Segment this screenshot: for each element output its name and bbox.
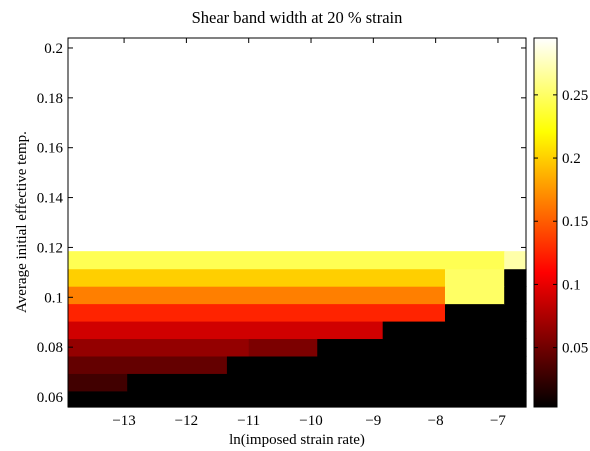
heatmap-cell-r3-s2	[317, 338, 527, 357]
y-tick-label: 0.1	[44, 290, 63, 306]
heatmap-cell-r5-s1	[444, 303, 527, 322]
x-axis-label: ln(imposed strain rate)	[229, 432, 365, 448]
colorbar-tick-label: 0.1	[562, 277, 581, 293]
x-tick-label: −12	[175, 413, 198, 429]
heatmap-cell-r4-s1	[382, 320, 527, 340]
heatmap-cell-r3-s1	[248, 338, 318, 357]
heatmap-cell-r7-s0	[68, 268, 446, 287]
y-tick-label: 0.2	[44, 41, 63, 57]
y-tick-label: 0.12	[37, 240, 63, 256]
x-tick-label: −11	[237, 413, 260, 429]
y-tick-label: 0.14	[37, 191, 64, 207]
x-tick-label: −9	[365, 413, 381, 429]
colorbar-axis: 0.05 0.1 0.15 0.2 0.25	[534, 88, 588, 357]
y-tick-label: 0.18	[37, 91, 63, 107]
plot-frame	[67, 37, 527, 408]
heatmap-cell-r5-s0	[68, 303, 446, 322]
heatmap-cell-r2-s0	[68, 355, 228, 374]
y-tick-label: 0.16	[37, 141, 64, 157]
y-tick-label: 0.06	[37, 390, 64, 406]
heatmap-cell-r7-s1	[444, 268, 505, 287]
x-tick-label: −8	[428, 413, 444, 429]
colorbar	[533, 37, 558, 408]
heatmap-cell-r1-s1	[127, 373, 527, 392]
heatmap-cell-r7-s2	[504, 268, 527, 287]
x-tick-label: −7	[490, 413, 506, 429]
heatmap-cell-r8-s0	[68, 251, 505, 270]
x-axis: −13 −12 −11 −10 −9 −8 −7	[112, 38, 506, 429]
heatmap-cell-r6-s2	[504, 286, 527, 305]
x-tick-label: −10	[299, 413, 322, 429]
heatmap-cell-r6-s0	[68, 286, 446, 305]
chart-title: Shear band width at 20 % strain	[192, 8, 403, 27]
heatmap-cell-r2-s1	[226, 355, 527, 374]
heatmap-cell-r0-s0	[68, 390, 527, 408]
heatmap-cell-r6-s1	[444, 286, 505, 305]
heatmap-cells	[68, 251, 527, 408]
heatmap-cell-r1-s0	[68, 373, 128, 392]
heatmap-cell-r3-s0	[68, 338, 250, 357]
colorbar-tick-label: 0.2	[562, 151, 581, 167]
heatmap-cell-r4-s0	[68, 320, 384, 340]
y-axis: 0.06 0.08 0.1 0.12 0.14 0.16 0.18 0.2	[37, 41, 526, 406]
heatmap-cell-r8-s1	[504, 251, 527, 270]
y-tick-label: 0.08	[37, 340, 63, 356]
y-axis-label: Average initial effective temp.	[14, 131, 30, 313]
colorbar-tick-label: 0.25	[562, 88, 588, 104]
colorbar-tick-label: 0.15	[562, 214, 588, 230]
colorbar-tick-label: 0.05	[562, 341, 588, 357]
x-tick-label: −13	[112, 413, 135, 429]
